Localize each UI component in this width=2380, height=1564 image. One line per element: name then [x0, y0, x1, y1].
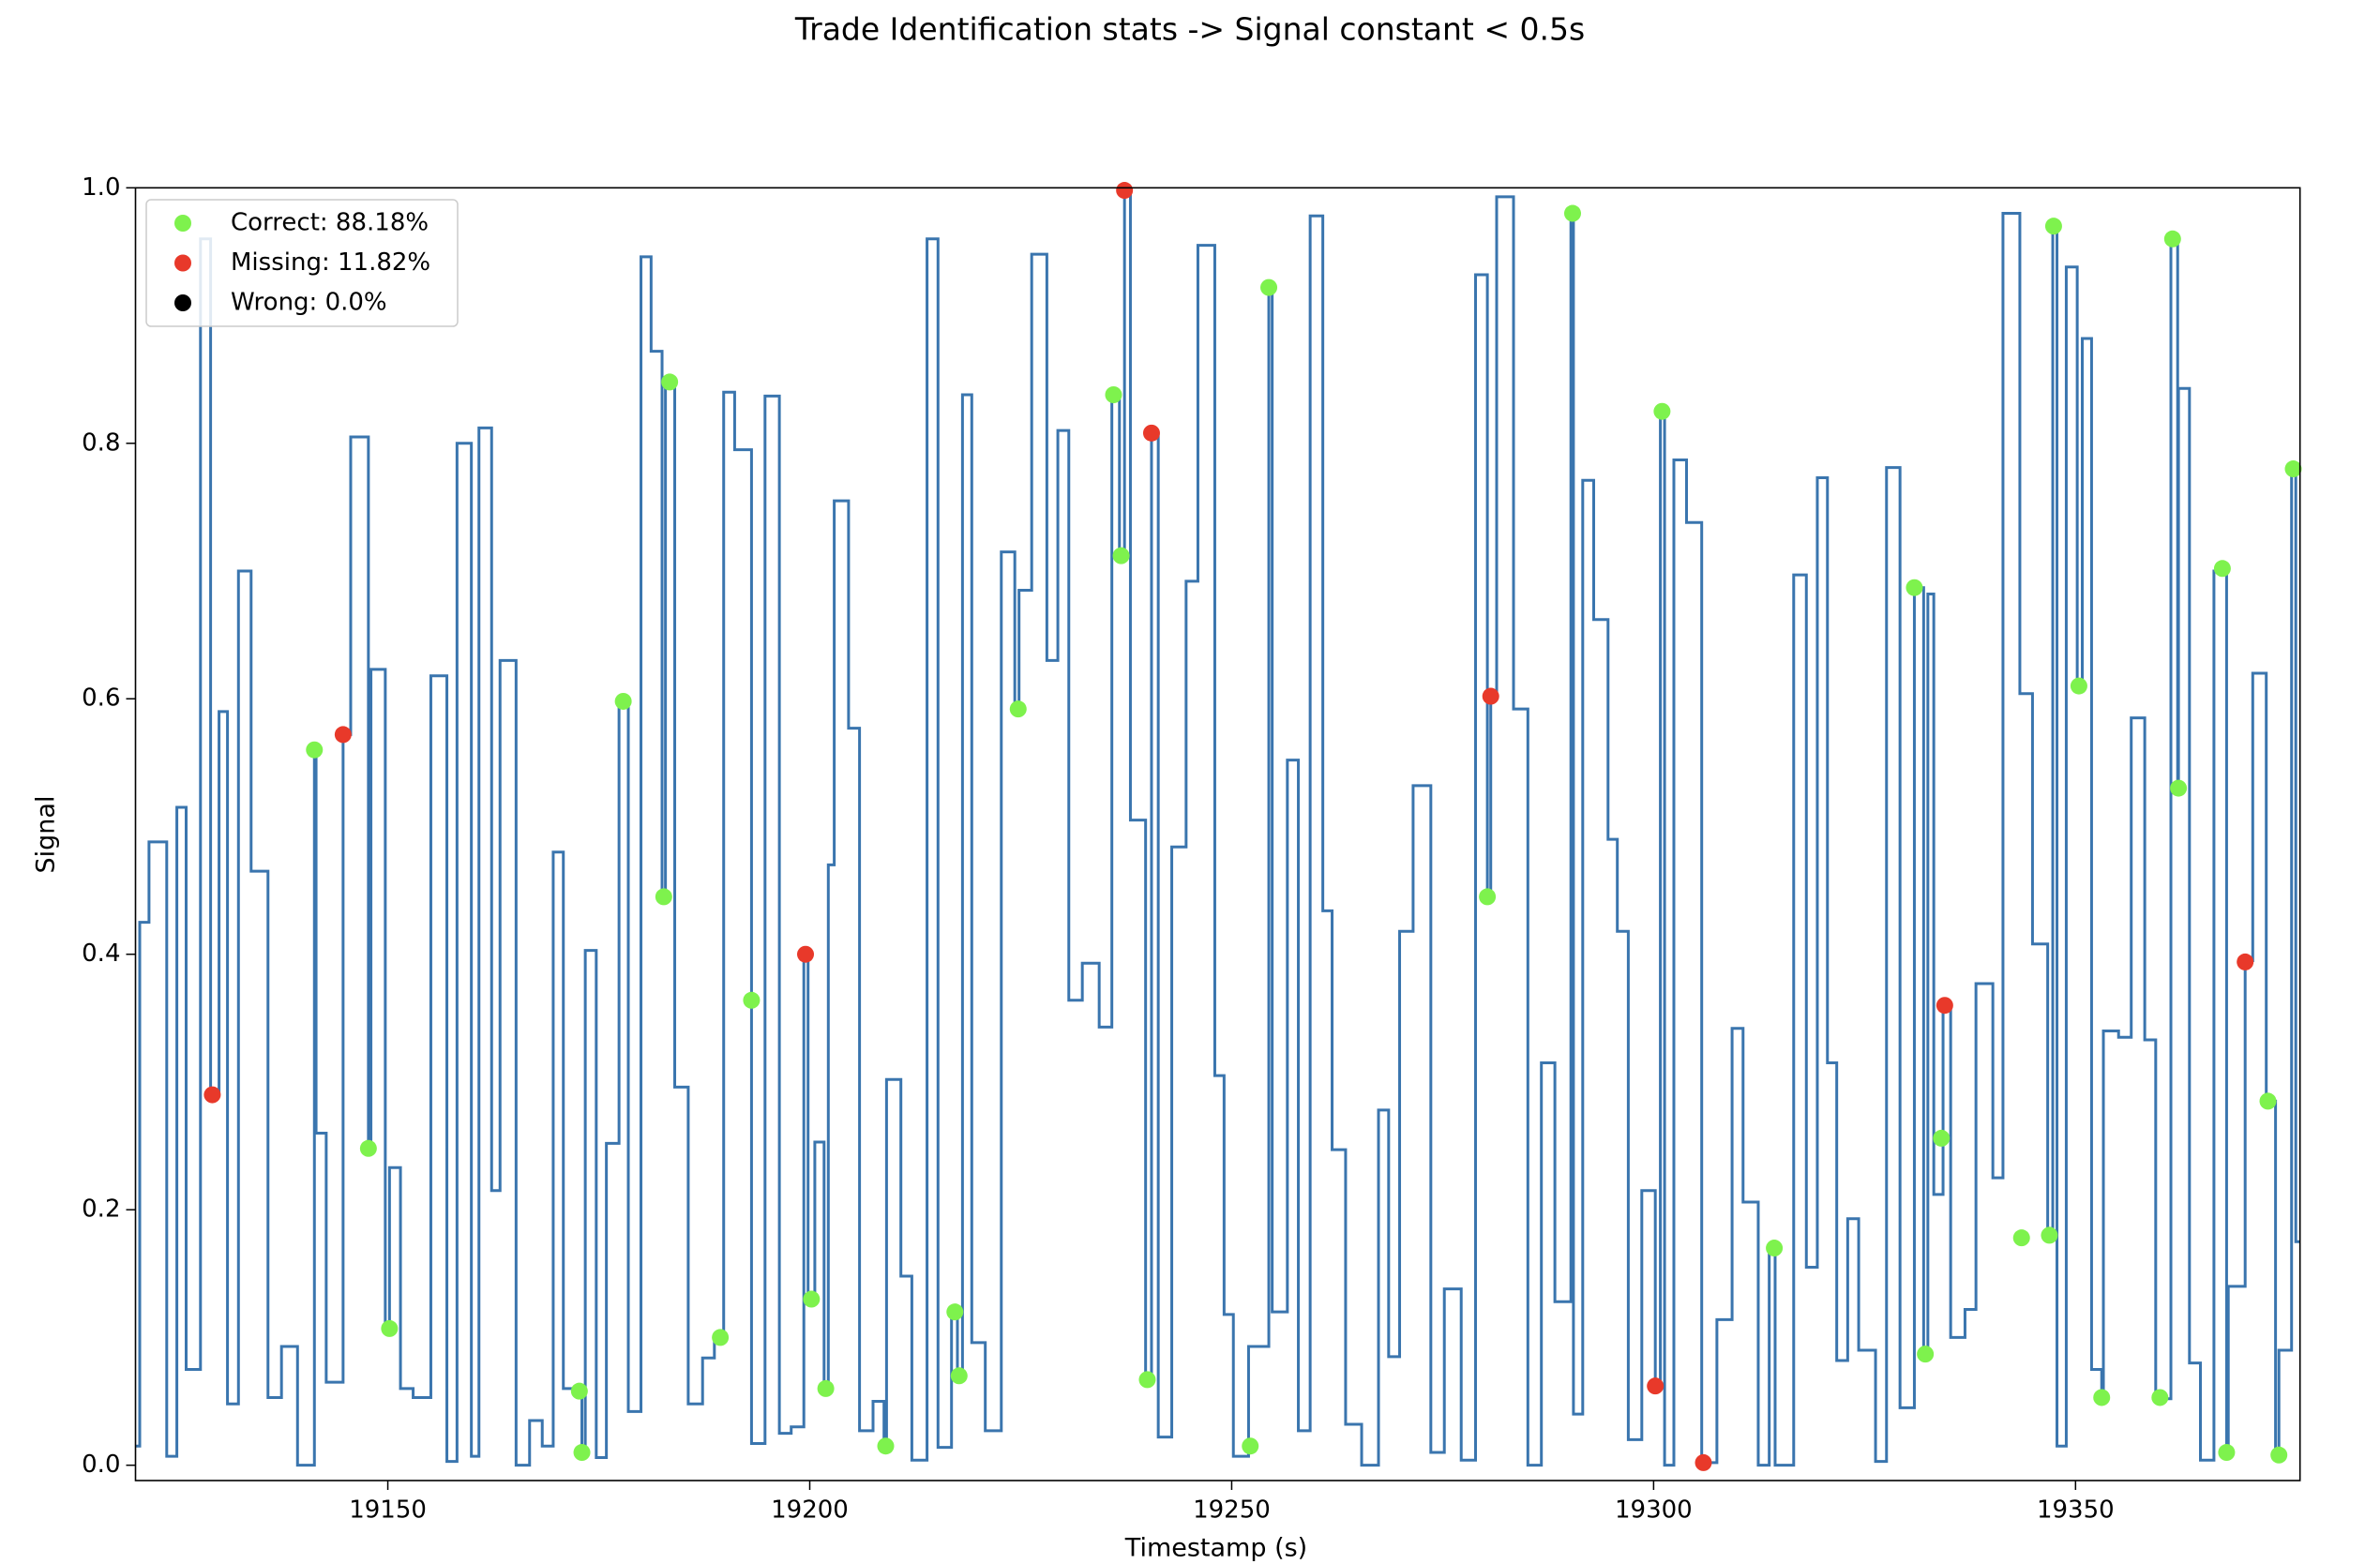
trade-point: [2041, 1226, 2058, 1244]
trade-point: [2012, 1229, 2030, 1247]
trade-point: [950, 1367, 968, 1385]
trade-point: [1142, 424, 1160, 442]
trade-point: [1260, 278, 1278, 296]
y-tick-label: 0.8: [82, 429, 120, 457]
trade-point: [2170, 779, 2188, 797]
trade-point: [1112, 547, 1130, 564]
trade-point: [2093, 1389, 2111, 1406]
trade-point: [359, 1139, 377, 1157]
trade-point: [2270, 1446, 2288, 1464]
trade-point: [1917, 1346, 1935, 1363]
trade-point: [1479, 888, 1497, 906]
trade-point: [1564, 204, 1582, 222]
trade-point: [797, 945, 815, 963]
trade-point: [655, 888, 672, 906]
x-tick-label: 19200: [771, 1496, 849, 1525]
x-tick-label: 19350: [2037, 1496, 2115, 1525]
trade-point: [1138, 1371, 1156, 1389]
trade-point: [946, 1303, 964, 1321]
plot-frame: [134, 187, 2301, 1481]
legend-label: Wrong: 0.0%: [231, 289, 387, 317]
trade-point: [1242, 1437, 1259, 1455]
trade-point: [2259, 1092, 2277, 1110]
trade-point: [1936, 997, 1953, 1015]
y-tick-label: 0.6: [82, 684, 120, 713]
legend-marker: [174, 294, 191, 311]
trade-point: [1105, 386, 1122, 404]
y-axis-label: Signal: [32, 796, 61, 874]
trade-point: [1906, 579, 1923, 596]
legend-label: Correct: 88.18%: [231, 209, 429, 237]
x-tick-label: 19250: [1193, 1496, 1271, 1525]
trade-point: [1009, 700, 1027, 718]
trade-point: [2163, 230, 2181, 248]
trade-point: [1647, 1377, 1664, 1395]
trade-point: [712, 1329, 730, 1346]
x-tick-label: 19150: [349, 1496, 427, 1525]
trade-point: [334, 726, 352, 744]
trade-point: [877, 1437, 895, 1455]
legend-box: [145, 199, 459, 327]
trade-point: [817, 1379, 835, 1397]
y-tick-label: 0.0: [82, 1451, 120, 1479]
trade-point: [203, 1086, 221, 1104]
trade-point: [2218, 1444, 2236, 1462]
trade-point: [1766, 1240, 1784, 1257]
trade-point: [1116, 182, 1134, 200]
signal-step-line: [135, 188, 2300, 1467]
x-axis-label: Timestamp (s): [1124, 1534, 1307, 1563]
trade-point: [573, 1444, 591, 1462]
y-tick-label: 1.0: [82, 173, 120, 202]
trade-point: [743, 991, 761, 1009]
trade-point: [2151, 1389, 2169, 1406]
trade-point: [2237, 953, 2254, 970]
chart-title: Trade Identification stats -> Signal con…: [794, 11, 1585, 48]
trade-point: [2284, 460, 2302, 478]
trade-point: [1482, 687, 1499, 705]
x-tick-label: 19300: [1615, 1496, 1693, 1525]
trade-point: [1653, 402, 1671, 420]
trade-point: [661, 373, 679, 391]
trade-point: [803, 1290, 821, 1308]
y-tick-label: 0.2: [82, 1196, 120, 1224]
trade-point: [570, 1382, 588, 1400]
trade-point: [2213, 560, 2231, 578]
legend-marker: [174, 254, 191, 272]
trade-point: [2044, 218, 2062, 235]
trade-point: [381, 1319, 399, 1337]
trade-point: [614, 692, 632, 710]
legend-label: Missing: 11.82%: [231, 248, 430, 277]
legend-marker: [174, 215, 191, 232]
trade-point: [1933, 1129, 1951, 1147]
trade-point: [2070, 677, 2087, 695]
trade-point: [306, 741, 324, 759]
y-tick-label: 0.4: [82, 940, 120, 968]
trade-point: [1695, 1453, 1712, 1471]
